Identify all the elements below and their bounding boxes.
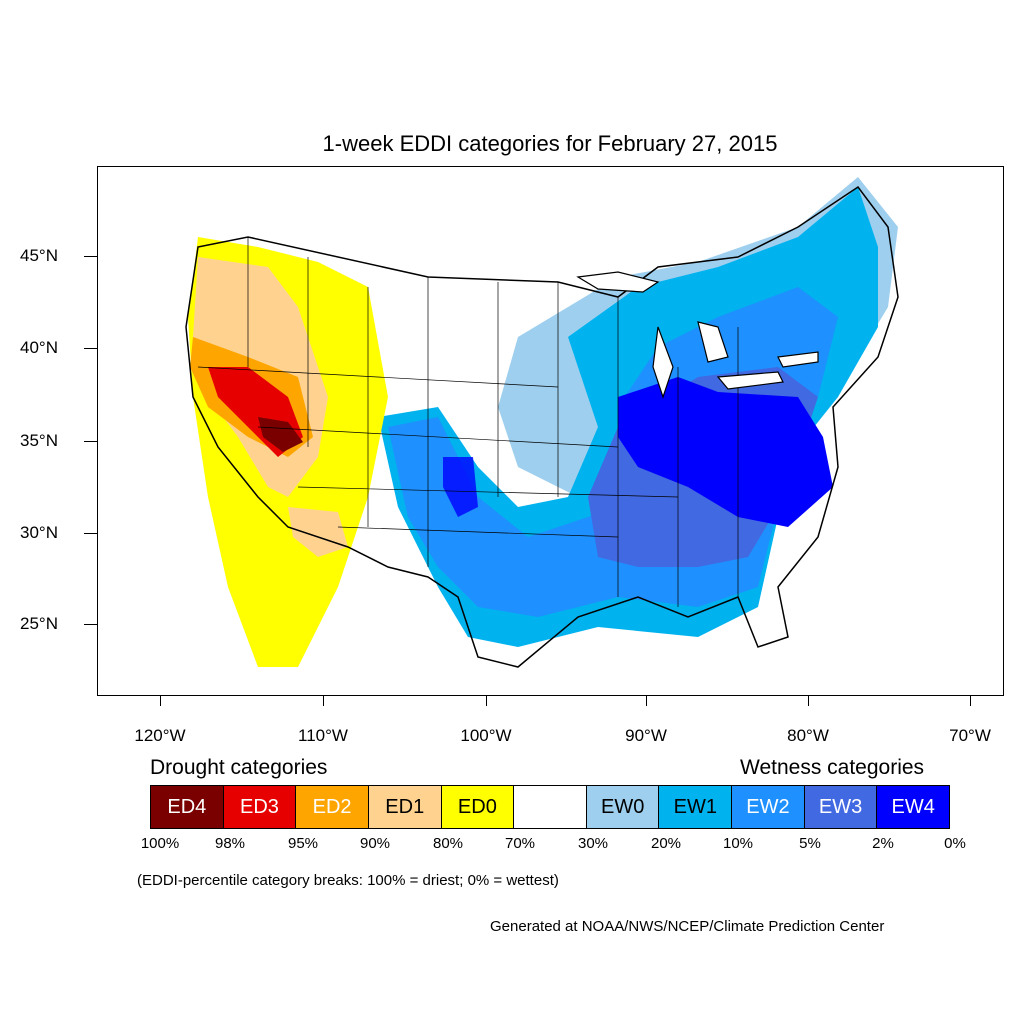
credit-text: Generated at NOAA/NWS/NCEP/Climate Predi… — [490, 918, 885, 935]
legend-ew3: EW3 — [804, 786, 878, 828]
lat-tick-45 — [84, 256, 97, 257]
lat-tick-40 — [84, 348, 97, 349]
pct-break-5: 5% — [799, 835, 821, 852]
wetness-categories-title: Wetness categories — [740, 756, 925, 779]
lon-label-120: 120°W — [134, 726, 186, 745]
lon-label-90: 90°W — [625, 726, 667, 745]
pct-break-80: 80% — [432, 835, 464, 852]
legend-ew0: EW0 — [586, 786, 660, 828]
lat-label-45: 45°N — [20, 246, 58, 265]
pct-break-20: 20% — [650, 835, 682, 852]
pct-break-90: 90% — [359, 835, 391, 852]
conus-outline — [185, 185, 899, 668]
category-legend: ED4 ED3 ED2 ED1 ED0 EW0 EW1 EW2 EW3 EW4 — [150, 785, 950, 829]
pct-break-0: 0% — [944, 835, 966, 852]
state-lines — [197, 237, 739, 607]
lat-label-40: 40°N — [20, 338, 58, 357]
conus-map — [185, 177, 899, 668]
lat-tick-35 — [84, 441, 97, 442]
lon-label-100: 100°W — [460, 726, 512, 745]
lat-tick-25 — [84, 624, 97, 625]
legend-ed3: ED3 — [223, 786, 297, 828]
map-title: 1-week EDDI categories for February 27, … — [322, 131, 778, 156]
lon-tick-100 — [486, 696, 487, 706]
lon-label-70: 70°W — [949, 726, 991, 745]
pct-break-98: 98% — [214, 835, 246, 852]
ed4-region — [258, 417, 303, 452]
legend-ed4: ED4 — [151, 786, 224, 828]
lat-tick-30 — [84, 533, 97, 534]
pct-break-100: 100% — [140, 835, 180, 852]
legend-ed2: ED2 — [296, 786, 369, 828]
lon-label-80: 80°W — [787, 726, 829, 745]
drought-categories-title: Drought categories — [150, 756, 328, 779]
lon-tick-90 — [646, 696, 647, 706]
lon-tick-80 — [808, 696, 809, 706]
legend-ew4: EW4 — [877, 786, 950, 828]
lon-tick-70 — [970, 696, 971, 706]
pct-break-30: 30% — [577, 835, 609, 852]
lat-label-35: 35°N — [20, 431, 58, 450]
lon-tick-120 — [160, 696, 161, 706]
ed2-southwest-region — [288, 507, 348, 557]
pct-break-10: 10% — [722, 835, 754, 852]
pct-break-70: 70% — [504, 835, 536, 852]
great-lakes — [576, 271, 819, 399]
lon-label-110: 110°W — [298, 726, 348, 745]
lon-tick-110 — [323, 696, 324, 706]
legend-ed1: ED1 — [368, 786, 442, 828]
legend-neutral — [514, 786, 587, 828]
map-area — [97, 166, 1004, 696]
category-break-note: (EDDI-percentile category breaks: 100% =… — [137, 872, 559, 889]
lat-label-25: 25°N — [20, 614, 58, 633]
ew4-region — [618, 377, 833, 527]
legend-ed0: ED0 — [441, 786, 515, 828]
legend-ew1: EW1 — [659, 786, 733, 828]
lat-label-30: 30°N — [20, 523, 58, 542]
ew4-west-region — [443, 457, 478, 517]
legend-ew2: EW2 — [732, 786, 805, 828]
pct-break-95: 95% — [287, 835, 319, 852]
pct-break-2: 2% — [872, 835, 894, 852]
